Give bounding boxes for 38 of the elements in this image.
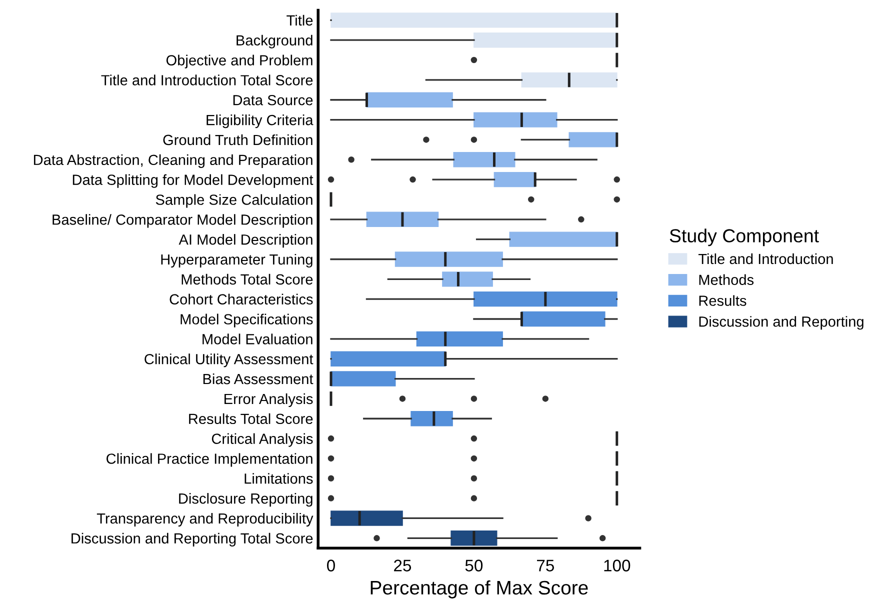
y-tick-label: Hyperparameter Tuning (161, 254, 312, 268)
y-tick-label: Data Abstraction, Cleaning and Preparation (34, 154, 312, 168)
y-tick-label: Background (236, 34, 312, 48)
y-tick-label: Discussion and Reporting Total Score (72, 532, 313, 546)
legend-label: Methods (699, 274, 754, 286)
y-tick-label: Title (286, 14, 313, 26)
legend-title: Study Component (670, 228, 819, 246)
legend-label: Discussion and Reporting (699, 316, 864, 330)
y-tick-label: Results Total Score (189, 413, 313, 424)
y-tick-label: Model Specifications (180, 314, 313, 328)
y-tick-label: Clinical Practice Implementation (106, 453, 312, 467)
x-tick-label: 75 (537, 560, 554, 572)
y-tick-label: Model Evaluation (202, 334, 312, 344)
legend-label: Results (699, 295, 746, 306)
y-tick-label: Error Analysis (224, 393, 313, 408)
y-tick-label: Sample Size Calculation (156, 194, 312, 208)
x-tick-label: 0 (327, 560, 335, 572)
y-tick-label: Critical Analysis (212, 433, 313, 447)
y-tick-label: Cohort Characteristics (170, 294, 313, 305)
y-tick-label: Transparency and Reproducibility (96, 512, 314, 527)
y-tick-label: Title and Introduction Total Score (101, 74, 313, 86)
y-tick-label: Disclosure Reporting (179, 493, 312, 507)
legend-label: Title and Introduction (698, 253, 833, 264)
y-tick-label: Limitations (244, 473, 313, 484)
x-tick-label: 25 (394, 560, 412, 572)
x-tick-label: 50 (465, 560, 483, 572)
x-tick-label: 100 (604, 560, 630, 572)
y-tick-label: Bias Assessment (203, 373, 314, 384)
y-tick-label: Clinical Utility Assessment (144, 354, 314, 368)
y-tick-label: Eligibility Criteria (206, 114, 314, 128)
y-tick-label: Methods Total Score (182, 274, 313, 285)
x-axis-title: Percentage of Max Score (370, 580, 588, 598)
y-tick-label: Baseline/ Comparator Model Description (52, 214, 312, 228)
y-tick-label: AI Model Description (178, 234, 312, 248)
y-tick-label: Ground Truth Definition (163, 134, 312, 146)
y-tick-label: Data Splitting for Model Development (72, 174, 314, 188)
y-tick-label: Data Source (233, 94, 313, 106)
y-tick-label: Objective and Problem (166, 54, 312, 68)
